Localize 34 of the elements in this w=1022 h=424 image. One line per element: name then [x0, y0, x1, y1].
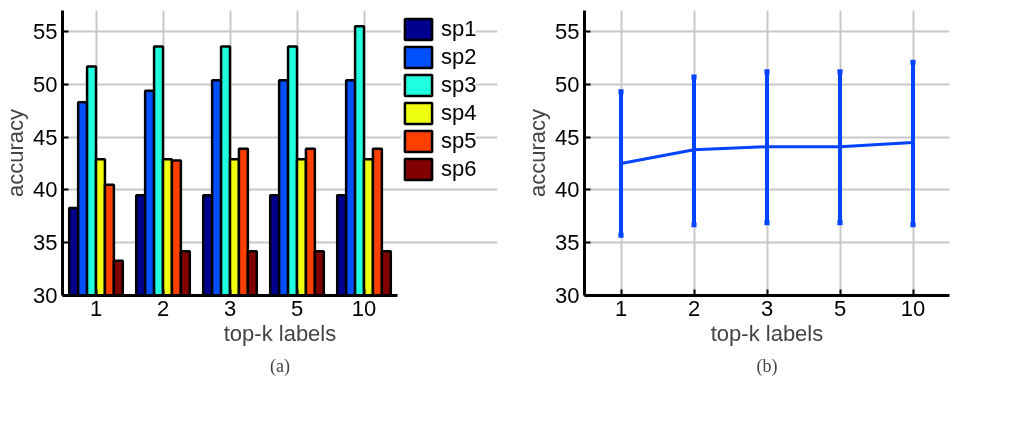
legend-label: sp5 — [441, 128, 477, 154]
y-tick-label: 55 — [555, 19, 580, 45]
text: (b) — [756, 355, 778, 377]
y-tick-label: 55 — [33, 19, 58, 45]
x-tick-label: 1 — [614, 295, 628, 321]
x-tick-label: 10 — [351, 295, 377, 321]
y-axis-title: accuracy — [525, 108, 551, 198]
legend-label: sp4 — [441, 100, 477, 126]
text: (a) — [270, 355, 290, 377]
legend-label: sp2 — [441, 44, 477, 70]
y-axis-title: accuracy — [3, 108, 29, 198]
x-axis-title: top-k labels — [223, 320, 337, 346]
x-tick-label: 3 — [760, 295, 774, 321]
x-tick-label: 5 — [833, 295, 847, 321]
y-tick-label: 40 — [33, 177, 58, 203]
y-tick-label: 50 — [555, 71, 580, 97]
x-tick-label: 1 — [89, 295, 103, 321]
x-tick-label: 2 — [156, 295, 170, 321]
y-tick-label: 30 — [33, 283, 58, 308]
legend-label: sp1 — [441, 16, 477, 42]
y-tick-label: 45 — [555, 124, 580, 150]
legend-label: sp6 — [441, 156, 477, 182]
legend-label: sp3 — [441, 72, 477, 98]
x-tick-label: 3 — [223, 295, 237, 321]
y-tick-label: 30 — [555, 283, 580, 308]
x-axis-title: top-k labels — [710, 320, 824, 346]
y-tick-label: 50 — [33, 71, 58, 97]
y-tick-label: 35 — [555, 230, 580, 256]
x-tick-label: 2 — [687, 295, 701, 321]
x-tick-label: 10 — [900, 295, 926, 321]
y-tick-label: 35 — [33, 230, 58, 256]
x-tick-label: 5 — [290, 295, 304, 321]
y-tick-label: 45 — [33, 124, 58, 150]
y-tick-label: 40 — [555, 177, 580, 203]
